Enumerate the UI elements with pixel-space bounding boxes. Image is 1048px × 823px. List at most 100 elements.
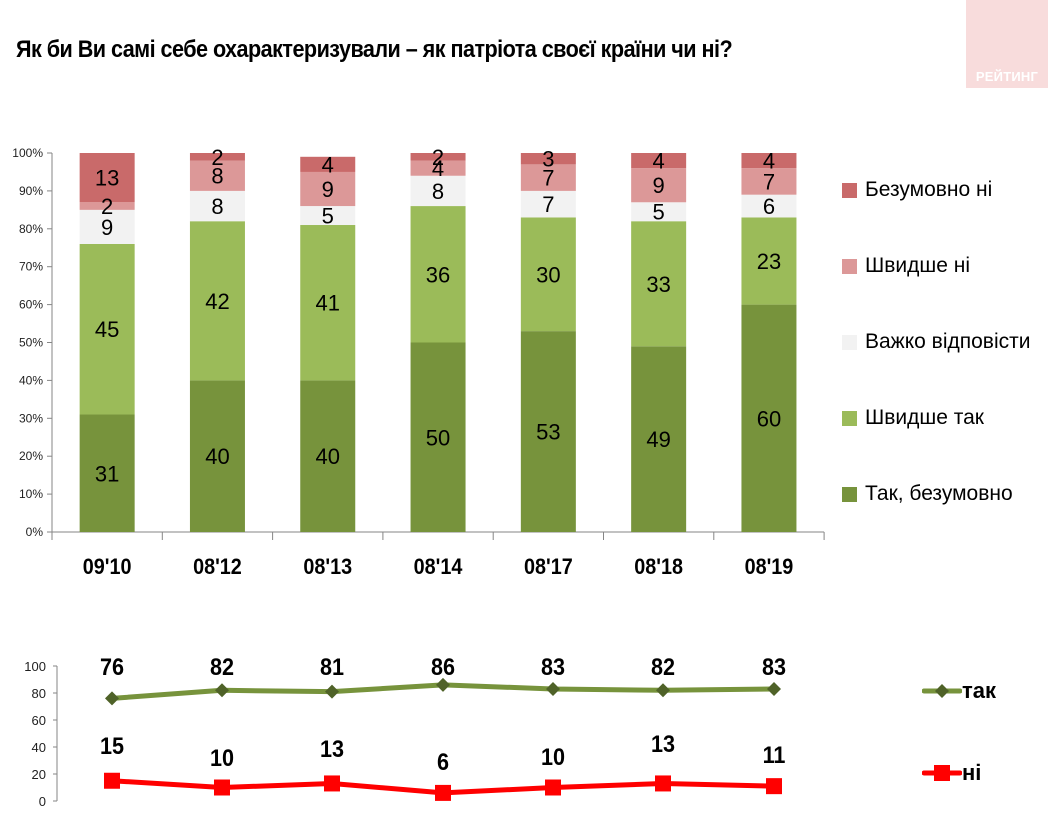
bar-segment [79, 243, 135, 415]
line-value-label: 10 [210, 744, 234, 771]
bar-value-label: 31 [95, 461, 119, 486]
bar-segment [79, 153, 135, 203]
diamond-marker-icon [546, 681, 560, 696]
x-category-label: 08'13 [303, 555, 352, 579]
line-legend-ni: ні [922, 760, 981, 786]
logo-text: РЕЙТИНГ [975, 69, 1039, 84]
diamond-marker-icon [105, 691, 119, 706]
y-tick-label: 70% [19, 260, 43, 274]
bar-value-label: 2 [432, 145, 444, 170]
bar-segment [300, 225, 356, 381]
bar-value-label: 2 [211, 145, 223, 170]
line-value-label: 13 [651, 730, 675, 757]
bar-segment [410, 175, 466, 207]
bar-value-label: 5 [653, 200, 665, 225]
bar-value-label: 2 [101, 194, 113, 219]
square-marker-icon [766, 778, 782, 795]
line-y-tick-label: 100 [24, 659, 46, 674]
bar-value-label: 8 [432, 179, 444, 204]
y-tick-label: 20% [19, 449, 43, 463]
bar-value-label: 30 [536, 262, 560, 287]
bar-value-label: 33 [646, 272, 670, 297]
line-series-ni: 15 10 13 6 10 13 11 [100, 730, 786, 801]
bar-segment [631, 202, 687, 222]
square-marker-icon [214, 779, 230, 796]
bar-value-label: 40 [316, 444, 340, 469]
bar-segment [189, 160, 245, 191]
bar-value-label: 23 [757, 249, 781, 274]
bar-segment [79, 202, 135, 210]
diamond-marker-icon [325, 684, 339, 699]
diamond-marker-icon [767, 681, 781, 696]
legend-item: Важко відповісти [842, 330, 1030, 354]
line-value-label: 81 [320, 653, 344, 680]
x-category-label: 08'18 [634, 555, 683, 579]
line-value-label: 82 [651, 653, 675, 680]
bar-stack: 40 41 594 [300, 152, 356, 532]
line-legend-ni-label: ні [962, 760, 982, 785]
line-y-tick-label: 0 [39, 794, 46, 809]
bar-value-label: 8 [211, 194, 223, 219]
rating-logo: РЕЙТИНГ [966, 0, 1048, 88]
square-marker-icon [324, 775, 340, 792]
legend-item: Безумовно ні [842, 178, 992, 202]
y-tick-label: 40% [19, 373, 43, 387]
bar-value-label: 9 [322, 177, 334, 202]
line-legend-tak: так [922, 678, 996, 704]
x-category-label: 08'14 [414, 555, 463, 579]
bar-value-label: 50 [426, 425, 450, 450]
bar-value-label: 7 [542, 192, 554, 217]
bar-value-label: 53 [536, 420, 560, 445]
legend-swatch-icon [842, 410, 857, 426]
bar-value-label: 13 [95, 166, 119, 191]
bar-segment [631, 153, 687, 169]
line-value-label: 15 [100, 732, 124, 759]
legend-label: Швидше ні [865, 254, 971, 277]
bar-segment [520, 190, 576, 218]
x-category-label: 08'12 [193, 555, 242, 579]
bar-segment [189, 221, 245, 381]
bar-value-label: 5 [322, 204, 334, 229]
bar-segment [300, 206, 356, 226]
x-category-label: 09'10 [83, 555, 132, 579]
bar-stack: 49 33 594 [631, 149, 687, 532]
bar-value-label: 8 [211, 164, 223, 189]
bar-value-label: 7 [763, 169, 775, 194]
y-tick-label: 30% [19, 411, 43, 425]
bar-segment [300, 171, 356, 207]
bar-segment [741, 168, 797, 195]
square-marker-icon [922, 765, 962, 781]
legend-label: Швидше так [865, 406, 984, 429]
legend-swatch-icon [842, 182, 857, 198]
bar-value-label: 60 [757, 406, 781, 431]
x-category-label: 08'17 [524, 555, 573, 579]
legend-item: Так, безумовно [842, 482, 1013, 506]
bar-segment [79, 414, 135, 532]
line-y-tick-label: 20 [32, 767, 46, 782]
legend-swatch-icon [842, 334, 857, 350]
y-tick-label: 60% [19, 298, 43, 312]
line-value-label: 76 [100, 653, 124, 680]
bar-value-label: 9 [653, 173, 665, 198]
diamond-marker-icon [656, 683, 670, 698]
line-value-label: 10 [541, 743, 565, 770]
bar-segment [410, 153, 466, 161]
page-title: Як би Ви самі себе охарактеризували – як… [16, 36, 733, 63]
bar-segment [410, 206, 466, 343]
bar-segment [410, 160, 466, 176]
diamond-marker-icon [922, 684, 962, 698]
bar-value-label: 42 [205, 289, 229, 314]
bar-segment [741, 194, 797, 218]
bar-segment [741, 304, 797, 532]
bar-value-label: 4 [653, 149, 665, 174]
y-tick-label: 10% [19, 487, 43, 501]
bar-value-label: 7 [542, 166, 554, 191]
line-value-label: 86 [431, 653, 455, 680]
line-y-tick-label: 80 [32, 686, 46, 701]
bar-segment [79, 209, 135, 244]
bar-value-label: 3 [542, 147, 554, 172]
line-value-label: 82 [210, 653, 234, 680]
legend-swatch-icon [842, 258, 857, 274]
